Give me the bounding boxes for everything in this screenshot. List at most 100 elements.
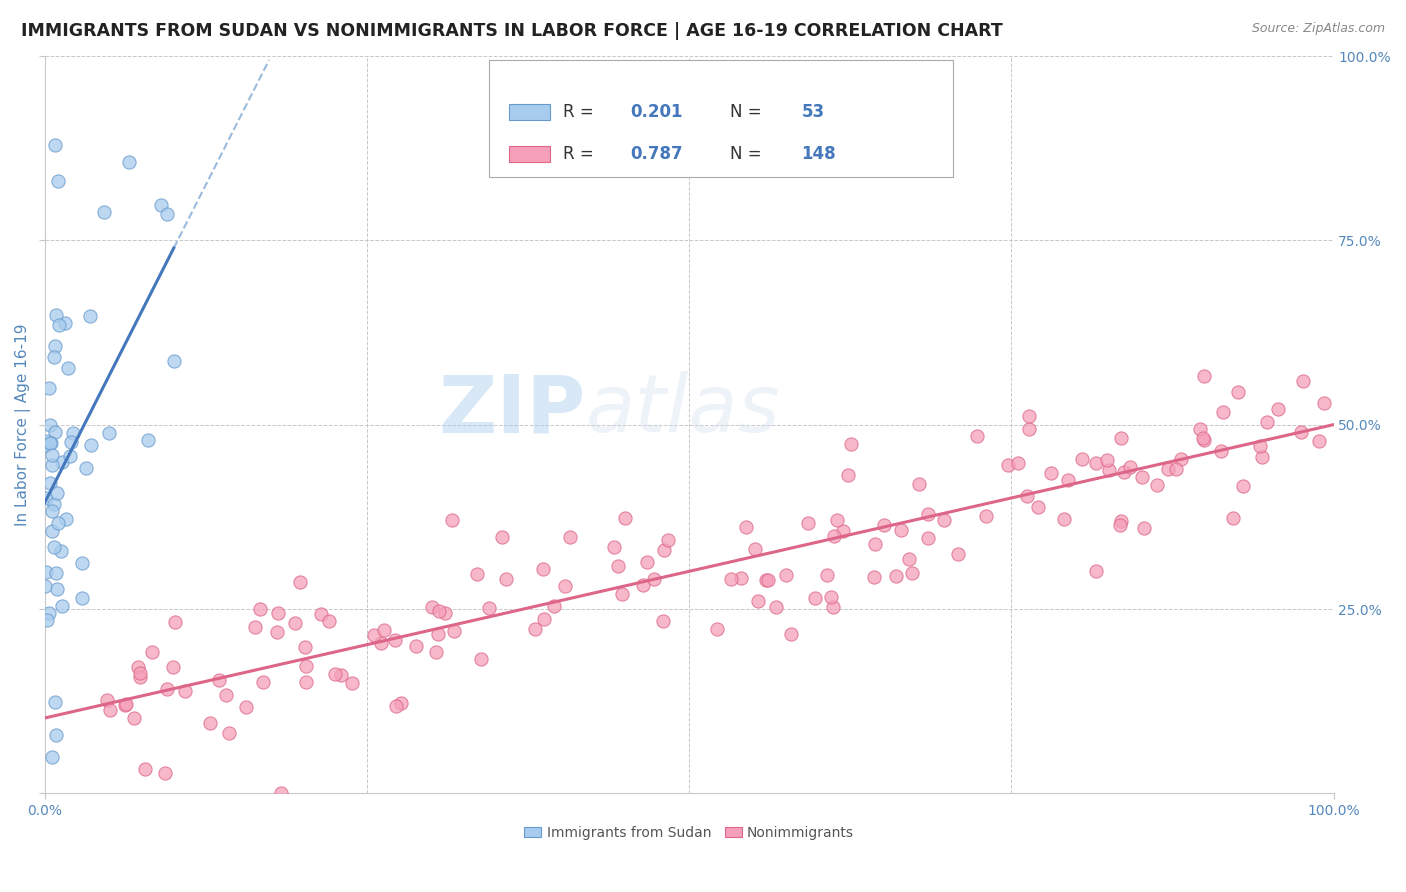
Point bbox=[56, 361, 79, 376]
Point bbox=[405, 639, 427, 653]
Point bbox=[1232, 479, 1254, 493]
Point bbox=[98, 425, 121, 440]
Point bbox=[41, 524, 63, 539]
Point bbox=[51, 543, 73, 558]
Point bbox=[756, 573, 779, 587]
Point bbox=[295, 659, 318, 673]
Point bbox=[38, 475, 60, 490]
Point bbox=[55, 512, 77, 526]
Text: IMMIGRANTS FROM SUDAN VS NONIMMIGRANTS IN LABOR FORCE | AGE 16-19 CORRELATION CH: IMMIGRANTS FROM SUDAN VS NONIMMIGRANTS I… bbox=[21, 22, 1002, 40]
Point bbox=[823, 529, 845, 543]
Point bbox=[62, 425, 84, 440]
Point bbox=[323, 667, 346, 681]
Point bbox=[1267, 401, 1289, 416]
Point bbox=[39, 436, 62, 450]
Point bbox=[1250, 450, 1272, 464]
Point bbox=[1292, 374, 1315, 388]
Point bbox=[901, 566, 924, 581]
Point bbox=[825, 513, 848, 527]
Point bbox=[478, 600, 501, 615]
Point bbox=[744, 542, 766, 557]
Point bbox=[1211, 444, 1233, 458]
Point bbox=[79, 310, 101, 324]
Bar bbox=[509, 103, 550, 120]
Point bbox=[70, 591, 93, 606]
Point bbox=[1018, 409, 1040, 423]
Point bbox=[51, 599, 73, 613]
Point bbox=[1108, 517, 1130, 532]
Y-axis label: In Labor Force | Age 16-19: In Labor Force | Age 16-19 bbox=[15, 324, 31, 526]
Point bbox=[309, 607, 332, 622]
Point bbox=[1146, 477, 1168, 491]
Point bbox=[153, 765, 176, 780]
Point bbox=[1191, 431, 1213, 445]
Point bbox=[266, 624, 288, 639]
Point bbox=[873, 518, 896, 533]
Point bbox=[1289, 425, 1312, 440]
Point bbox=[41, 504, 63, 518]
Point bbox=[252, 674, 274, 689]
Point bbox=[554, 579, 576, 593]
Point bbox=[373, 623, 395, 637]
Point bbox=[129, 670, 152, 684]
Point bbox=[1164, 462, 1187, 476]
Point bbox=[706, 622, 728, 636]
Point bbox=[1109, 514, 1132, 528]
Point bbox=[294, 675, 316, 690]
Point bbox=[156, 207, 179, 221]
Point bbox=[38, 607, 60, 621]
Point bbox=[149, 198, 172, 212]
Point bbox=[543, 599, 565, 613]
Point bbox=[1222, 510, 1244, 524]
Point bbox=[651, 614, 673, 628]
Point bbox=[1119, 459, 1142, 474]
Point bbox=[115, 698, 138, 712]
Point bbox=[46, 174, 69, 188]
Point bbox=[1308, 434, 1330, 448]
Point bbox=[1313, 395, 1336, 409]
Point bbox=[636, 555, 658, 569]
Point bbox=[1084, 456, 1107, 470]
Point bbox=[796, 516, 818, 530]
Point bbox=[491, 530, 513, 544]
Point bbox=[363, 628, 385, 642]
Point bbox=[429, 604, 451, 618]
Point bbox=[198, 715, 221, 730]
Point bbox=[59, 435, 82, 450]
Point bbox=[602, 540, 624, 554]
Point bbox=[35, 613, 58, 627]
Point bbox=[34, 579, 56, 593]
Point bbox=[832, 524, 855, 539]
Point bbox=[41, 750, 63, 764]
Point bbox=[441, 513, 464, 527]
Point bbox=[384, 632, 406, 647]
Text: R =: R = bbox=[562, 145, 599, 163]
Point bbox=[425, 644, 447, 658]
Point bbox=[1130, 470, 1153, 484]
Point bbox=[917, 507, 939, 521]
Point bbox=[294, 640, 316, 654]
Point bbox=[613, 511, 636, 525]
Point bbox=[1015, 489, 1038, 503]
Point bbox=[44, 137, 66, 152]
Point bbox=[908, 476, 931, 491]
Text: atlas: atlas bbox=[586, 371, 780, 449]
Point bbox=[730, 571, 752, 585]
Point bbox=[75, 461, 97, 475]
Point bbox=[136, 433, 159, 447]
Point bbox=[38, 435, 60, 450]
Point bbox=[290, 574, 312, 589]
Point bbox=[1194, 369, 1216, 384]
Point bbox=[1111, 431, 1133, 445]
Point bbox=[48, 318, 70, 332]
Point bbox=[59, 449, 82, 463]
Text: 53: 53 bbox=[801, 103, 824, 121]
Point bbox=[1018, 422, 1040, 436]
Point bbox=[118, 154, 141, 169]
Point bbox=[44, 694, 66, 708]
Point bbox=[1133, 521, 1156, 535]
Point bbox=[863, 569, 886, 583]
Point bbox=[443, 624, 465, 638]
Point bbox=[1249, 439, 1271, 453]
Point bbox=[45, 582, 67, 597]
